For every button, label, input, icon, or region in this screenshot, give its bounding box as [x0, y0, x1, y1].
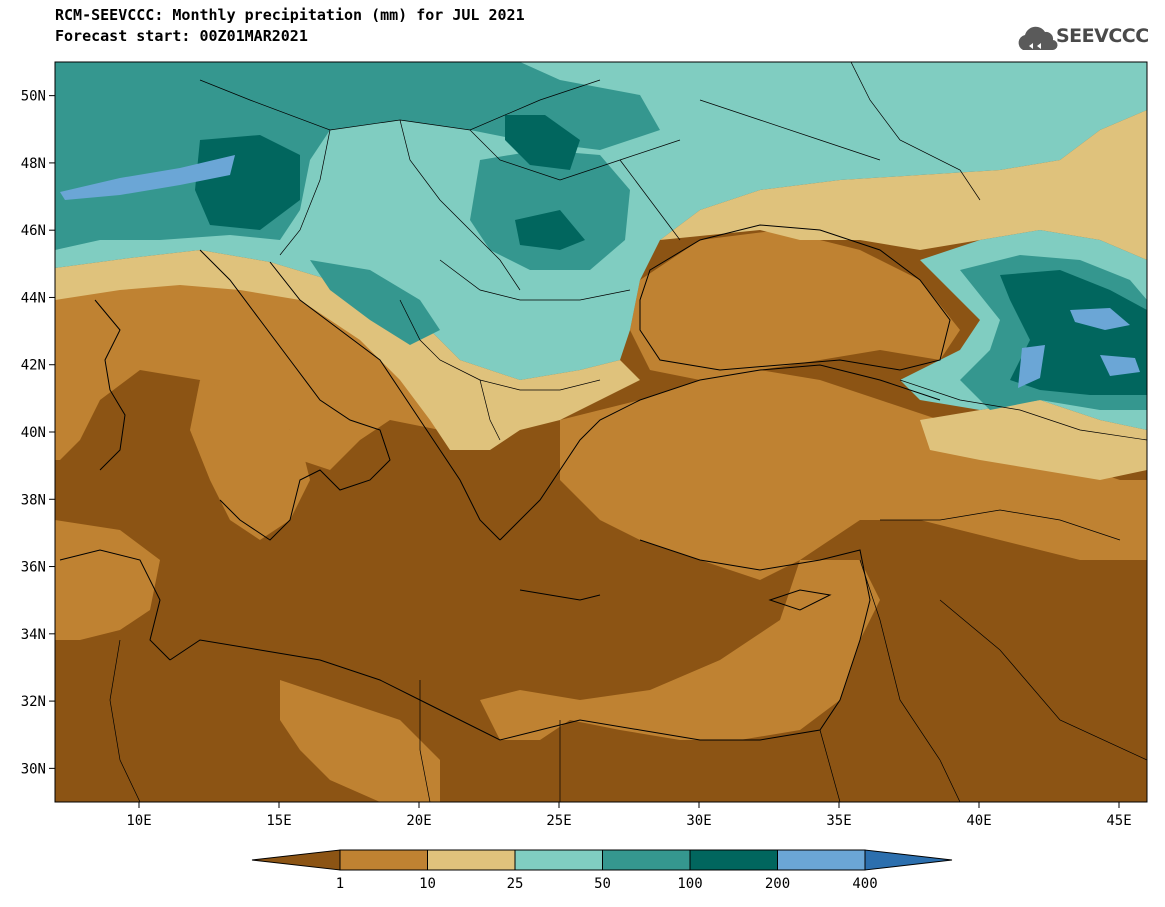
lon-tick-label: 10E — [126, 813, 151, 829]
longitude-axis: 10E 15E 20E 25E 30E 35E 40E 45E — [126, 802, 1132, 829]
field-400-plus-caucasus — [1070, 308, 1130, 330]
colorbar-segment — [689, 849, 778, 871]
field-400-plus-alps — [60, 155, 235, 200]
field-10-25-south-west — [55, 520, 160, 640]
country-borders — [109, 62, 1147, 802]
cloud-icon — [1018, 26, 1058, 51]
colorbar-segment — [602, 849, 691, 871]
field-25-50-east-turkey — [920, 400, 1147, 480]
field-400-plus-caucasus-2 — [1100, 355, 1140, 376]
lon-tick-label: 30E — [686, 813, 711, 829]
lat-tick-label: 36N — [21, 560, 46, 576]
field-10-25-libya — [280, 680, 440, 802]
lat-tick-label: 48N — [21, 156, 46, 172]
lat-tick-label: 50N — [21, 89, 46, 105]
colorbar-segment — [427, 849, 516, 871]
lon-tick-label: 45E — [1106, 813, 1131, 829]
colorbar-label: 25 — [507, 876, 524, 892]
lon-tick-label: 40E — [966, 813, 991, 829]
lat-tick-label: 34N — [21, 627, 46, 643]
colorbar-min-arrow — [251, 849, 341, 871]
field-100-200-carpathians — [470, 150, 630, 270]
field-10-25-levant — [480, 560, 880, 740]
colorbar-label: 100 — [677, 876, 702, 892]
field-200-400-carpathians — [515, 210, 585, 250]
coastlines — [59, 224, 951, 741]
field-25-50-north-blacksea — [660, 110, 1147, 260]
lat-tick-label: 40N — [21, 425, 46, 441]
colorbar-segment — [514, 849, 603, 871]
colorbar-label: 50 — [594, 876, 611, 892]
lat-tick-label: 46N — [21, 223, 46, 239]
map-title: RCM-SEEVCCC: Monthly precipitation (mm) … — [55, 6, 525, 24]
colorbar-segment — [777, 849, 866, 871]
lat-tick-label: 42N — [21, 358, 46, 374]
field-10-25-blacksea — [630, 230, 960, 380]
map-fields — [55, 62, 1147, 802]
colorbar-label: 400 — [852, 876, 877, 892]
lat-tick-label: 30N — [21, 761, 46, 777]
lon-tick-label: 15E — [266, 813, 291, 829]
lat-tick-label: 32N — [21, 694, 46, 710]
field-25-50 — [55, 250, 640, 450]
colorbar-label: 10 — [419, 876, 436, 892]
colorbar-legend: 1 10 25 50 100 200 400 — [251, 849, 953, 892]
lon-tick-label: 35E — [826, 813, 851, 829]
forecast-start-label: Forecast start: 00Z01MAR2021 — [55, 27, 308, 45]
lat-tick-label: 44N — [21, 290, 46, 306]
logo-text: SEEVCCC — [1056, 25, 1149, 47]
colorbar-max-arrow — [864, 849, 953, 871]
field-10-25-turkey — [560, 370, 1147, 580]
lon-tick-label: 20E — [406, 813, 431, 829]
colorbar-label: 1 — [336, 876, 344, 892]
field-100-200-dinaric — [310, 260, 440, 345]
colorbar-segment — [339, 849, 428, 871]
lat-tick-label: 38N — [21, 492, 46, 508]
colorbar-label: 200 — [765, 876, 790, 892]
lon-tick-label: 25E — [546, 813, 571, 829]
field-400-plus-caucasus-3 — [1018, 345, 1045, 388]
field-200-400-tatra — [505, 115, 580, 170]
latitude-axis: 50N 48N 46N 44N 42N 40N 38N 36N 34N 32N 30N — [21, 89, 55, 777]
